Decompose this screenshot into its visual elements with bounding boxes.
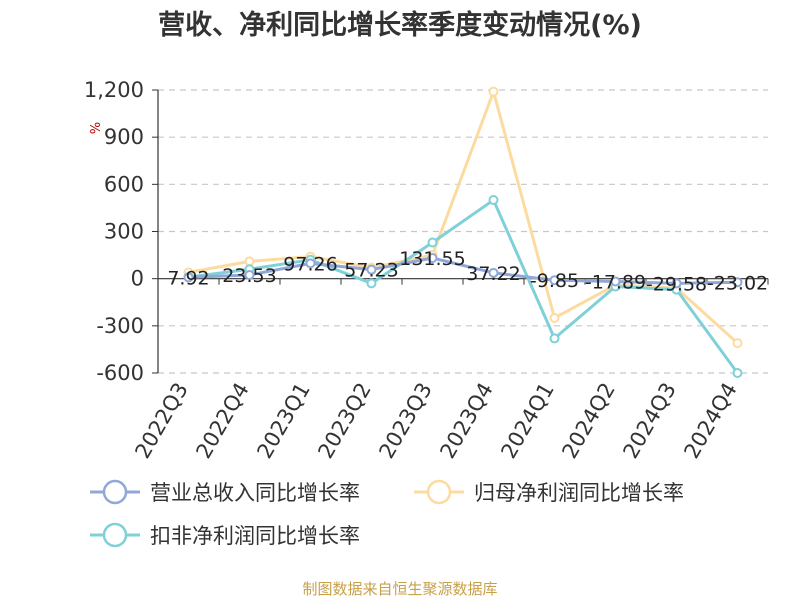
- x-tick-label: 2023Q1: [252, 379, 314, 463]
- data-label: 7.92: [167, 267, 209, 289]
- data-point[interactable]: [488, 86, 499, 97]
- data-point[interactable]: [244, 269, 255, 280]
- y-tick-label: 900: [104, 125, 144, 149]
- data-point[interactable]: [305, 258, 316, 269]
- legend-label: 扣非净利润同比增长率: [150, 524, 360, 548]
- chart-title: 营收、净利同比增长率季度变动情况(%): [158, 9, 642, 41]
- x-tick-label: 2022Q4: [191, 379, 253, 463]
- data-point[interactable]: [732, 338, 743, 349]
- data-label: -23.02: [707, 272, 768, 294]
- data-point[interactable]: [671, 278, 682, 289]
- data-point[interactable]: [549, 333, 560, 344]
- x-tick-label: 2023Q4: [435, 379, 497, 463]
- data-point[interactable]: [366, 264, 377, 275]
- y-tick-label: 300: [104, 220, 144, 244]
- x-tick-label: 2022Q3: [130, 379, 192, 463]
- y-tick-label: 0: [131, 267, 144, 291]
- y-tick-label: 1,200: [84, 78, 144, 102]
- x-tick-label: 2024Q3: [618, 379, 680, 463]
- series-line: [188, 198, 739, 374]
- source-note: 制图数据来自恒生聚源数据库: [302, 580, 497, 598]
- y-unit-label: %: [86, 122, 101, 134]
- data-point[interactable]: [183, 272, 194, 283]
- data-point[interactable]: [427, 237, 438, 248]
- y-tick-label: -300: [96, 314, 144, 338]
- data-point[interactable]: [488, 195, 499, 206]
- series-line: [188, 90, 739, 345]
- legend-item-net_profit[interactable]: 归母净利润同比增长率: [414, 479, 684, 505]
- data-label: -9.85: [530, 270, 579, 292]
- series-revenue: [183, 252, 743, 289]
- legend-marker: [102, 522, 128, 548]
- x-tick-label: 2024Q2: [557, 379, 619, 463]
- y-tick-label: -600: [96, 361, 144, 385]
- data-label: 57.23: [344, 260, 398, 282]
- legend-item-revenue[interactable]: 营业总收入同比增长率: [90, 479, 360, 505]
- series-net_profit: [183, 86, 743, 349]
- series-line: [188, 256, 738, 285]
- series-lines: [183, 86, 743, 378]
- x-tick-label: 2024Q1: [496, 379, 558, 463]
- data-point[interactable]: [427, 252, 438, 263]
- data-point[interactable]: [488, 267, 499, 278]
- data-label: 23.53: [222, 265, 276, 287]
- data-point[interactable]: [549, 312, 560, 323]
- data-point[interactable]: [732, 368, 743, 378]
- x-tick-label: 2024Q4: [679, 379, 741, 463]
- grid-lines: [158, 89, 768, 374]
- legend-label: 营业总收入同比增长率: [150, 481, 360, 505]
- data-label: 131.55: [399, 248, 465, 270]
- data-label: -17.89: [585, 271, 646, 293]
- x-tick-label: 2023Q2: [313, 379, 375, 463]
- data-point[interactable]: [610, 276, 621, 287]
- data-point[interactable]: [732, 277, 743, 288]
- legend-label: 归母净利润同比增长率: [474, 481, 684, 505]
- x-tick-label: 2023Q3: [374, 379, 436, 463]
- legend-item-deducted_net_profit[interactable]: 扣非净利润同比增长率: [90, 522, 360, 548]
- data-label: 97.26: [283, 253, 337, 275]
- data-point[interactable]: [366, 278, 377, 289]
- legend-marker: [102, 479, 128, 505]
- data-label: -29.58: [646, 273, 707, 295]
- data-label: 37.22: [466, 263, 520, 285]
- legend-marker: [426, 479, 452, 505]
- y-tick-label: 600: [104, 172, 144, 196]
- data-point[interactable]: [549, 275, 560, 286]
